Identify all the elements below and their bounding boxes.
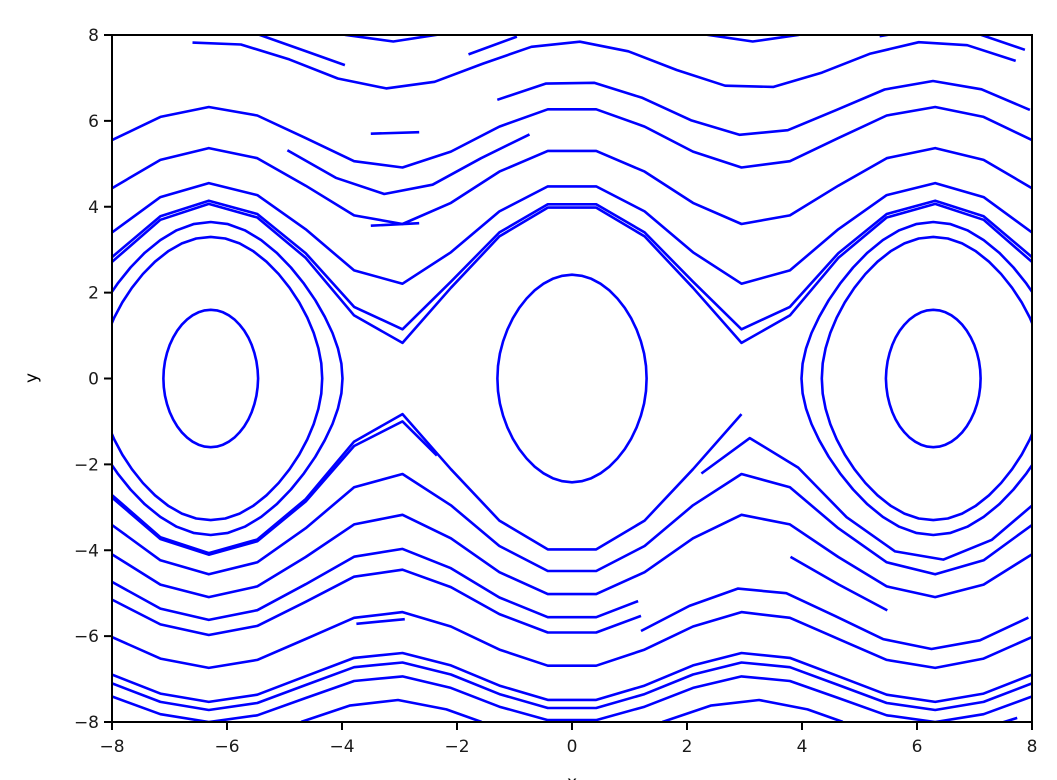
y-tick-label: 6 <box>88 112 99 132</box>
x-tick-label: −2 <box>444 737 469 757</box>
contour-line <box>999 716 1018 722</box>
contour-line <box>112 220 344 537</box>
x-axis-ticks: −8 −6 −4 −2 0 2 4 6 8 <box>99 722 1037 757</box>
contour-line <box>112 661 1032 712</box>
contour-line <box>112 420 438 556</box>
y-tick-label: 2 <box>88 284 99 304</box>
y-tick-label: −4 <box>74 541 99 561</box>
contour-line <box>112 105 1032 169</box>
y-tick-label: 0 <box>88 370 99 390</box>
contour-line <box>112 651 1032 704</box>
contour-line <box>162 308 260 449</box>
contour-line <box>112 181 1032 285</box>
contour-line <box>344 35 440 43</box>
contour-line <box>112 472 1032 576</box>
contour-line <box>300 698 483 722</box>
contour-line <box>112 199 1032 331</box>
x-tick-label: −8 <box>99 737 124 757</box>
y-tick-label: −6 <box>74 627 99 647</box>
y-tick-label: 4 <box>88 198 99 218</box>
y-tick-label: −8 <box>74 713 99 733</box>
contour-line <box>789 555 888 612</box>
y-tick-label: 8 <box>88 26 99 46</box>
y-axis-ticks: −8 −6 −4 −2 0 2 4 6 8 <box>74 26 112 733</box>
contour-line <box>258 35 346 67</box>
x-tick-label: 2 <box>682 737 693 757</box>
contour-line <box>112 235 324 522</box>
axes-box <box>111 34 1033 723</box>
contour-line <box>286 133 531 196</box>
x-tick-label: 8 <box>1027 737 1038 757</box>
contour-line <box>112 675 1032 722</box>
contour-line <box>112 547 639 622</box>
contour-line <box>640 587 1029 651</box>
contour-line <box>661 698 844 722</box>
y-tick-label: −2 <box>74 455 99 475</box>
contour-line <box>112 568 642 637</box>
contour-line <box>700 436 1032 561</box>
contour-line <box>370 130 420 135</box>
x-tick-label: 0 <box>567 737 578 757</box>
contour-line <box>112 610 1032 670</box>
contour-line <box>879 35 1026 52</box>
x-axis-label: x <box>567 773 577 780</box>
contour-line <box>356 617 405 626</box>
contour-line <box>112 202 1032 345</box>
x-tick-label: 4 <box>797 737 808 757</box>
contour-line <box>496 79 1031 137</box>
contour-line <box>468 35 518 56</box>
contour-line <box>884 308 982 449</box>
contour-line <box>704 35 800 43</box>
x-tick-label: 6 <box>912 737 923 757</box>
contour-lines-group <box>112 35 1032 722</box>
contour-line <box>820 235 1032 522</box>
contour-line <box>112 412 743 555</box>
contour-line <box>112 146 1032 226</box>
contour-line <box>192 40 1017 90</box>
contour-line <box>112 513 1032 599</box>
x-tick-label: −6 <box>214 737 239 757</box>
x-tick-label: −4 <box>329 737 354 757</box>
y-axis-label: y <box>22 373 42 383</box>
contour-line <box>800 220 1032 537</box>
contour-line <box>370 221 420 227</box>
contour-line <box>496 273 648 484</box>
